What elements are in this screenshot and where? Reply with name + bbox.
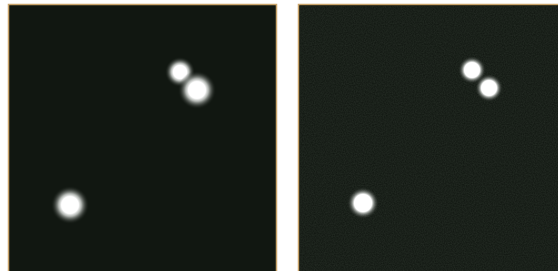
light-spot	[51, 186, 89, 224]
right-panel	[299, 5, 558, 271]
page	[0, 0, 558, 271]
left-panel	[9, 5, 277, 271]
light-spot	[475, 74, 503, 102]
panel-frame	[9, 5, 277, 271]
light-spot	[347, 187, 379, 219]
light-spot	[178, 71, 216, 109]
image-pair	[0, 0, 558, 271]
sensor-noise	[300, 6, 558, 271]
